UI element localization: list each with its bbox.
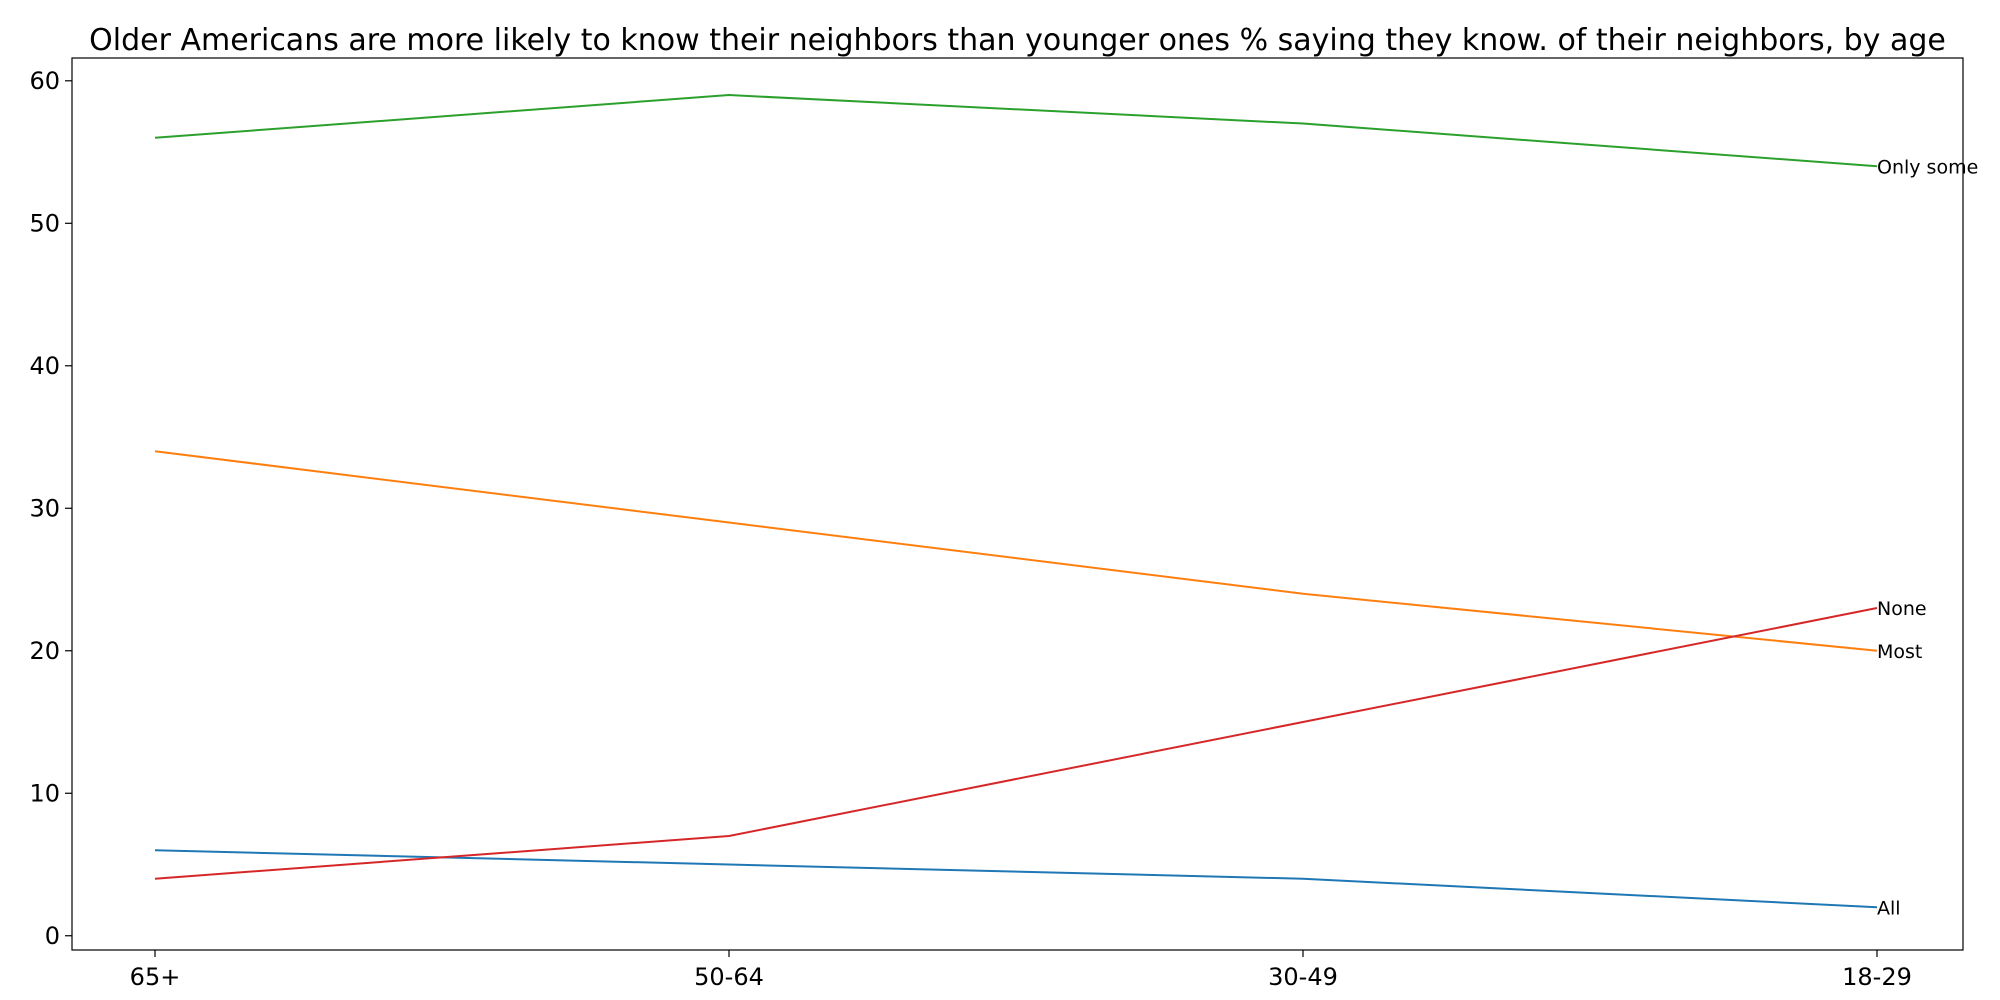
x-tick-label: 65+ — [130, 963, 181, 991]
y-tick-label: 30 — [29, 494, 60, 522]
plot-frame — [71, 57, 1964, 951]
x-tick-label: 18-29 — [1842, 963, 1912, 991]
y-tick-label: 10 — [29, 779, 60, 807]
y-tick-label: 60 — [29, 67, 60, 95]
x-axis: 65+ 50-64 30-49 18-29 — [130, 950, 1912, 991]
y-tick-label: 50 — [29, 209, 60, 237]
series-label-all: All — [1877, 897, 1901, 919]
y-tick-label: 40 — [29, 352, 60, 380]
plot-border — [71, 57, 1964, 951]
y-tick-label: 20 — [29, 637, 60, 665]
x-tick-label: 50-64 — [694, 963, 764, 991]
series-layer — [154, 94, 1878, 909]
y-tick-label: 0 — [45, 922, 60, 950]
series-label-only-some: Only some — [1877, 156, 1978, 178]
series-line-none — [154, 607, 1878, 880]
x-tick-label: 30-49 — [1268, 963, 1338, 991]
series-label-most: Most — [1877, 641, 1922, 663]
series-label-none: None — [1877, 598, 1927, 620]
series-end-labels: All Most Only some None — [1877, 156, 1978, 919]
chart-title: Older Americans are more likely to know … — [89, 23, 1946, 58]
y-axis: 0 10 20 30 40 50 60 — [29, 67, 72, 950]
series-line-only-some — [154, 94, 1878, 168]
series-line-most — [154, 450, 1878, 652]
